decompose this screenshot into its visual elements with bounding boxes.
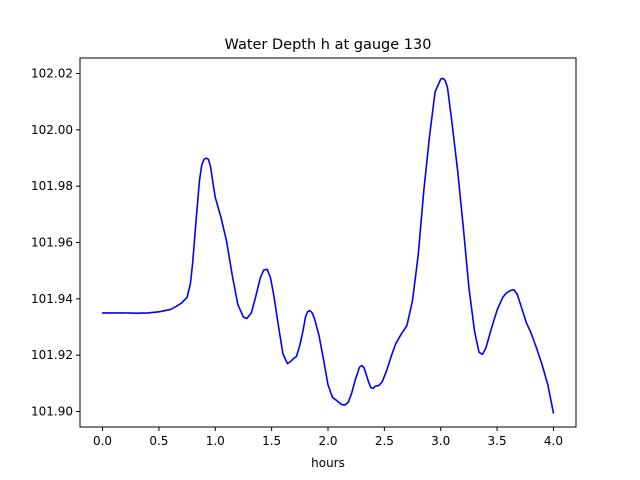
x-tick-label: 4.0: [544, 434, 563, 448]
x-tick-label: 2.0: [318, 434, 337, 448]
x-axis-label: hours: [311, 456, 345, 470]
series-line-0: [101, 77, 555, 414]
y-tick-label: 101.96: [31, 236, 73, 250]
y-tick-label: 102.02: [31, 66, 73, 80]
y-tick-label: 101.94: [31, 292, 73, 306]
y-axis: 101.90 101.92 101.94 101.96 101.98 102.00 102.…: [31, 66, 80, 419]
chart-title: Water Depth h at gauge 130: [225, 37, 432, 53]
x-tick-label: 1.0: [206, 434, 225, 448]
y-tick-label: 101.98: [31, 179, 73, 193]
y-tick-label: 101.90: [31, 405, 73, 419]
y-tick-label: 102.00: [31, 123, 73, 137]
x-tick-label: 1.5: [262, 434, 281, 448]
y-tick-label: 101.92: [31, 348, 73, 362]
x-tick-label: 2.5: [375, 434, 394, 448]
x-tick-label: 0.0: [93, 434, 112, 448]
x-axis: 0.0 0.5 1.0 1.5 2.0 2.5 3.0 3.5 4.0: [93, 427, 563, 448]
x-tick-label: 3.0: [431, 434, 450, 448]
x-tick-label: 0.5: [149, 434, 168, 448]
x-tick-label: 3.5: [488, 434, 507, 448]
